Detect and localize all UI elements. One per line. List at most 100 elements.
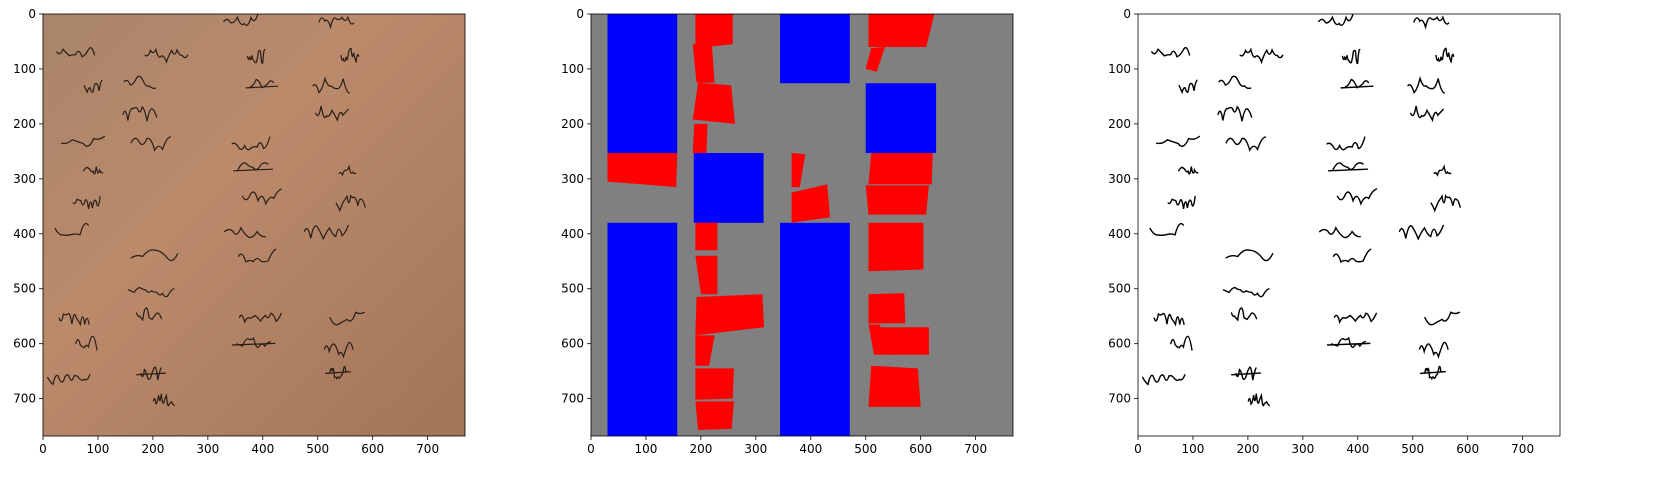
ink-stroke	[338, 164, 357, 177]
mask-blue-region	[693, 153, 764, 223]
mask-red-region	[868, 293, 906, 324]
ink-stroke	[144, 47, 189, 64]
mask-red-region	[868, 324, 894, 355]
ink-stroke	[329, 365, 347, 381]
x-tick-label: 100	[1181, 442, 1204, 456]
ink-stroke	[1430, 194, 1461, 213]
binarized-strokes	[1141, 14, 1461, 407]
ink-stroke	[83, 79, 103, 94]
x-tick-label: 0	[1134, 442, 1142, 456]
handwriting-strokes	[47, 14, 366, 407]
mask-red-region	[695, 368, 734, 400]
panel-binarized-text: 0 100 200 300 400 500 600 700 0 100 200 300 400 500 60…	[1108, 7, 1561, 456]
ink-stroke	[140, 366, 162, 381]
y-tick-label: 300	[1108, 172, 1131, 186]
ink-stroke	[1318, 14, 1354, 26]
mask-red-region	[692, 123, 708, 153]
ink-stroke	[1218, 75, 1252, 90]
x-tick-label: 300	[744, 442, 767, 456]
axes-manuscript-photo: 0 100 200 300 400 500 600 700 0 100 200 300 400 500 60…	[13, 7, 466, 456]
ink-stroke	[1155, 135, 1201, 147]
x-tick-label: 700	[964, 442, 987, 456]
ink-stroke	[1332, 162, 1364, 171]
ink-stroke	[340, 47, 360, 64]
ink-stroke	[231, 342, 276, 346]
y-tick-label: 0	[576, 7, 584, 21]
x-tick-label: 600	[1456, 442, 1479, 456]
y-tick-label: 300	[13, 172, 36, 186]
ink-stroke	[1419, 370, 1446, 375]
x-tick-label: 200	[1236, 442, 1259, 456]
ink-stroke	[1225, 249, 1274, 262]
ink-stroke	[1336, 188, 1378, 206]
ink-stroke	[1167, 195, 1196, 210]
ink-stroke	[1239, 47, 1284, 65]
ink-stroke	[303, 224, 349, 241]
mask-blue-region	[865, 83, 937, 154]
y-tick-label: 700	[13, 392, 36, 406]
ink-stroke	[223, 14, 259, 26]
mask-red-region	[695, 222, 718, 251]
axes-segmentation-mask: 0 100 200 300 400 500 600 700 0 100 200 300 400 500 60…	[561, 7, 1014, 456]
x-tick-label: 200	[689, 442, 712, 456]
x-tick-label: 500	[854, 442, 877, 456]
ink-stroke	[1424, 311, 1461, 326]
y-tick-label: 600	[1108, 337, 1131, 351]
ink-stroke	[130, 249, 179, 262]
ink-stroke	[323, 341, 354, 359]
x-tick-label: 100	[634, 442, 657, 456]
ink-stroke	[1326, 136, 1366, 151]
ink-stroke	[1424, 365, 1442, 381]
ink-stroke	[1435, 47, 1455, 64]
ink-stroke	[135, 307, 163, 322]
axes-frame	[590, 13, 1014, 437]
ink-stroke	[335, 194, 366, 213]
ink-stroke	[315, 105, 349, 122]
y-tick-label: 700	[1108, 392, 1131, 406]
axes-binarized-text: 0 100 200 300 400 500 600 700 0 100 200 300 400 500 60…	[1108, 7, 1561, 456]
mask-red-region	[695, 294, 765, 336]
mask-red-region	[865, 47, 885, 72]
mask-blue-region	[780, 222, 850, 436]
mask-red-region	[695, 335, 715, 366]
ink-stroke	[127, 286, 175, 298]
y-tick-label: 200	[1108, 117, 1131, 131]
x-tick-label: 300	[196, 442, 219, 456]
mask-red-region	[607, 153, 678, 188]
ink-stroke	[61, 135, 105, 147]
x-tick-label: 700	[416, 442, 439, 456]
ink-stroke	[1410, 105, 1444, 123]
y-tick-label: 300	[561, 172, 584, 186]
mask-red-region	[865, 185, 929, 215]
ink-stroke	[233, 168, 274, 172]
y-tick-label: 500	[13, 282, 36, 296]
x-tick-label: 400	[251, 442, 274, 456]
x-tick-label: 200	[141, 442, 164, 456]
ink-stroke	[1331, 336, 1367, 349]
ink-stroke	[1407, 75, 1445, 94]
ink-stroke	[1153, 312, 1185, 327]
panel-segmentation-mask: 0 100 200 300 400 500 600 700 0 100 200 300 400 500 60…	[561, 7, 1014, 456]
ink-stroke	[318, 15, 355, 30]
ink-stroke	[1418, 341, 1449, 360]
x-tick-label: 400	[799, 442, 822, 456]
ink-stroke	[224, 226, 266, 239]
mask-red-region	[695, 14, 733, 49]
y-tick-label: 100	[1108, 62, 1131, 76]
ink-stroke	[1433, 164, 1452, 177]
mask-red-region	[791, 153, 806, 188]
x-tick-label: 0	[587, 442, 595, 456]
mask-red-region	[692, 44, 715, 83]
ink-stroke	[329, 311, 365, 326]
x-tick-label: 400	[1346, 442, 1369, 456]
ink-stroke	[1398, 224, 1445, 241]
y-tick-label: 400	[13, 227, 36, 241]
ink-stroke	[1170, 335, 1193, 351]
photo-background	[43, 14, 465, 436]
ink-stroke	[1332, 248, 1372, 264]
ink-stroke	[122, 105, 158, 122]
ink-stroke	[54, 222, 89, 236]
ink-stroke	[236, 336, 272, 348]
ink-stroke	[75, 335, 98, 351]
